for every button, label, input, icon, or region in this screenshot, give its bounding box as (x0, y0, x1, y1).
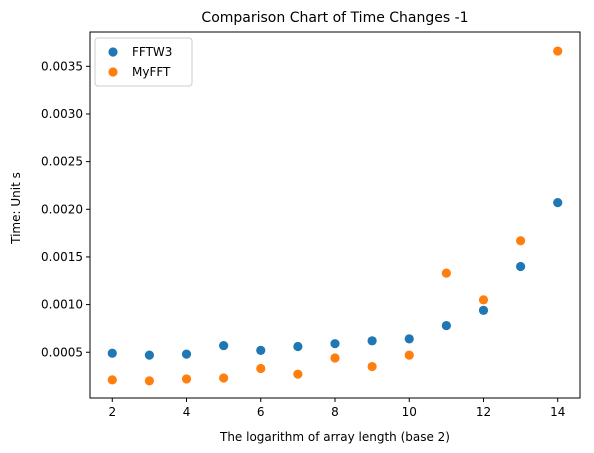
point-fftw3 (516, 261, 526, 272)
x-tick-label: 10 (402, 405, 417, 419)
y-tick-label: 0.0010 (41, 298, 83, 312)
point-myfft (256, 363, 266, 374)
point-fftw3 (478, 305, 489, 315)
point-myfft (516, 236, 526, 246)
y-tick-label: 0.0025 (41, 155, 83, 169)
y-tick-label: 0.0005 (41, 345, 83, 359)
y-tick-label: 0.0035 (41, 59, 83, 73)
point-myfft (441, 268, 451, 278)
x-tick-label: 8 (331, 405, 339, 419)
point-myfft (330, 353, 340, 363)
y-tick-label: 0.0030 (41, 107, 83, 121)
y-tick-label: 0.0020 (41, 202, 83, 216)
legend-label-fftw3: FFTW3 (132, 45, 172, 59)
point-fftw3 (219, 340, 229, 351)
point-fftw3 (181, 349, 192, 359)
x-tick-label: 4 (183, 405, 191, 419)
legend-marker-fftw3 (108, 47, 118, 57)
point-myfft (293, 369, 303, 379)
chart-title: Comparison Chart of Time Changes -1 (201, 10, 468, 26)
point-myfft (144, 376, 154, 386)
legend-box (94, 37, 193, 87)
x-axis-title: The logarithm of array length (base 2) (219, 430, 450, 444)
point-myfft (181, 374, 192, 384)
point-myfft (478, 295, 489, 305)
x-tick-label: 14 (550, 405, 565, 419)
point-fftw3 (404, 334, 414, 344)
legend-marker-myfft (108, 67, 118, 77)
point-fftw3 (367, 336, 377, 346)
point-fftw3 (293, 341, 303, 352)
x-tick-label: 2 (108, 405, 116, 419)
point-fftw3 (107, 348, 117, 358)
point-fftw3 (441, 320, 451, 331)
x-tick-label: 12 (476, 405, 491, 419)
point-myfft (553, 46, 563, 56)
y-tick-label: 0.0015 (41, 250, 83, 264)
point-fftw3 (553, 198, 563, 208)
point-myfft (219, 373, 229, 383)
point-fftw3 (144, 350, 154, 360)
point-fftw3 (256, 345, 266, 355)
plot-area: 2 4 6 8 10 12 14 0.0005 0.0010 0.0015 0.0020 0.0025… (41, 31, 581, 419)
point-myfft (404, 350, 414, 360)
x-tick-label: 6 (257, 405, 265, 419)
point-myfft (367, 361, 377, 372)
legend-label-myfft: MyFFT (132, 65, 171, 79)
y-axis-title: Time: Unit s (9, 172, 23, 245)
point-myfft (107, 375, 117, 385)
point-fftw3 (330, 339, 340, 349)
